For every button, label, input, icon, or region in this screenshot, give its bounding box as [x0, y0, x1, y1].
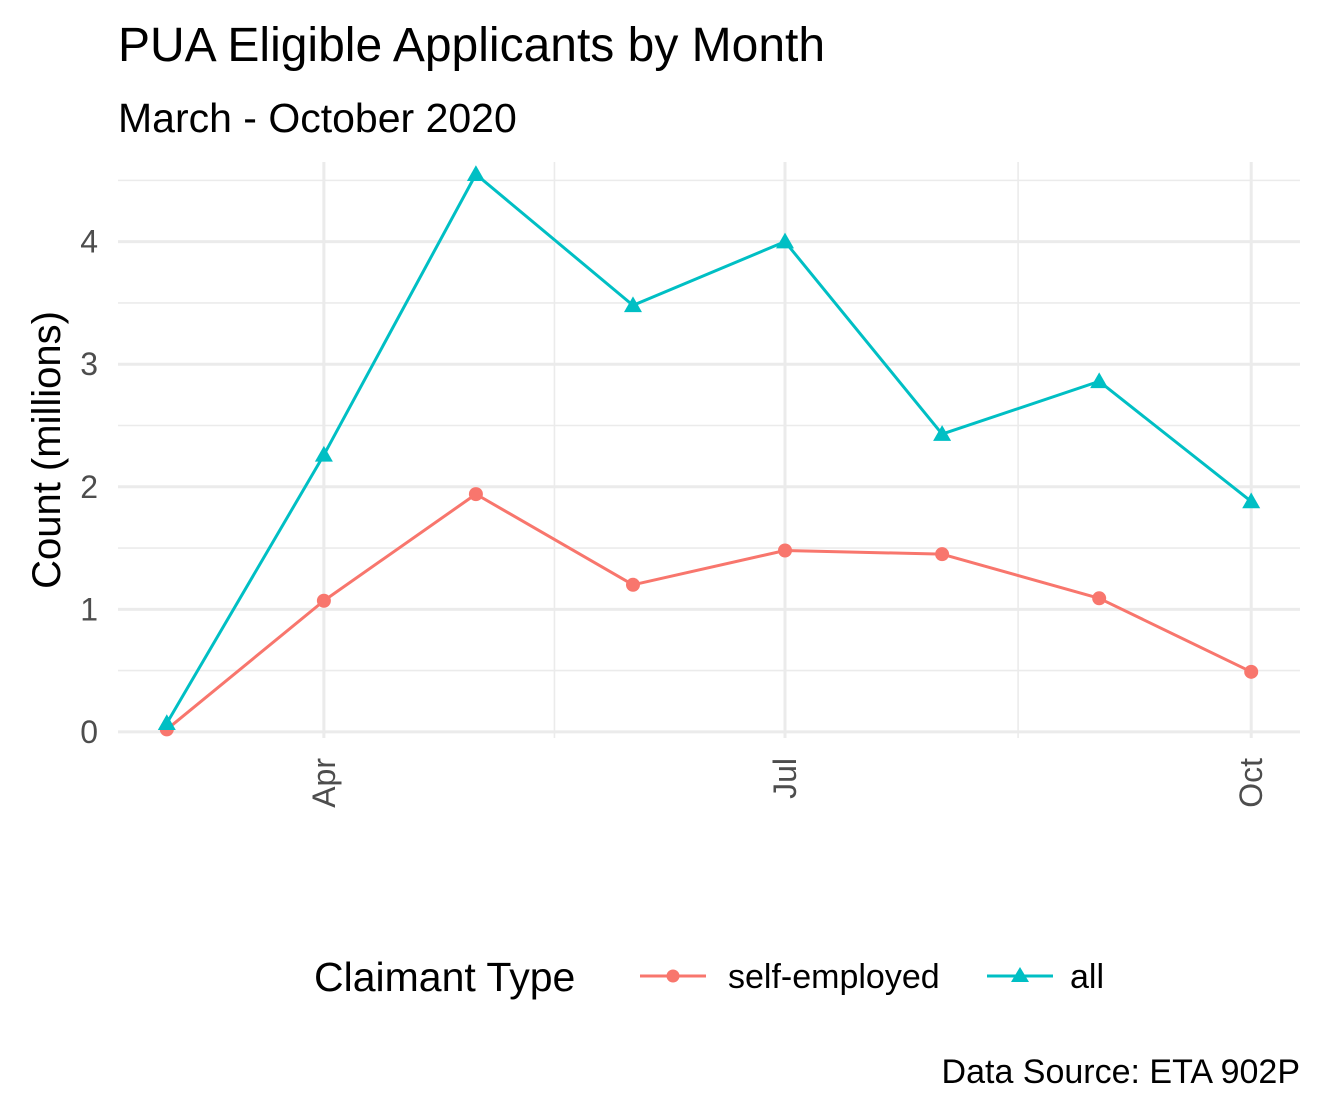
data-point-self-employed — [316, 593, 331, 608]
y-tick-label: 4 — [80, 224, 98, 260]
legend-label-self-employed: self-employed — [728, 958, 940, 996]
y-tick-label: 0 — [80, 714, 98, 750]
data-point-self-employed — [935, 547, 950, 562]
data-point-all — [776, 232, 795, 249]
data-point-all — [314, 445, 333, 462]
data-point-self-employed — [468, 487, 483, 502]
y-tick-label: 2 — [80, 469, 98, 505]
data-point-all — [1090, 372, 1109, 389]
data-point-self-employed — [1092, 591, 1107, 606]
legend-key-all — [987, 967, 1053, 982]
series-line-self-employed — [165, 492, 1252, 731]
x-tick-label: Apr — [306, 758, 342, 808]
data-point-all — [466, 165, 485, 182]
y-tick-label: 3 — [80, 346, 98, 382]
data-point-self-employed — [1244, 664, 1259, 679]
line-chart: 0 1 2 3 4 Apr Jul Oct Count (millions) — [25, 162, 1300, 808]
data-point-all — [933, 425, 952, 441]
legend-label-all: all — [1070, 958, 1105, 996]
x-tick-label: Oct — [1233, 758, 1269, 808]
legend-title: Claimant Type — [314, 954, 576, 1000]
legend: Claimant Type self-employed all — [0, 948, 1324, 1008]
data-point-all — [1242, 492, 1261, 509]
x-tick-label: Jul — [767, 758, 803, 799]
legend-key-self-employed — [640, 969, 706, 983]
series-line-all — [165, 172, 1253, 725]
data-point-self-employed — [778, 543, 793, 558]
y-tick-label: 1 — [80, 591, 98, 627]
chart-title: PUA Eligible Applicants by Month — [118, 19, 826, 72]
data-source-caption: Data Source: ETA 902P — [941, 1053, 1300, 1091]
data-point-all — [157, 714, 176, 731]
data-point-all — [623, 296, 642, 313]
data-point-self-employed — [625, 577, 640, 592]
chart-subtitle: March - October 2020 — [118, 95, 517, 141]
y-axis-title: Count (millions) — [25, 311, 69, 589]
